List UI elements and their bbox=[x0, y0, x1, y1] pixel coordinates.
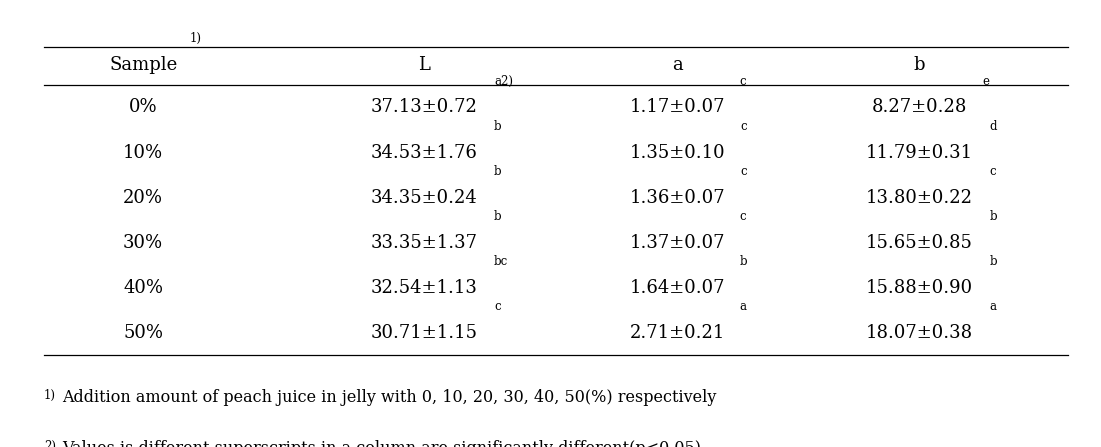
Text: 1.17±0.07: 1.17±0.07 bbox=[630, 98, 724, 117]
Text: b: b bbox=[914, 56, 925, 74]
Text: 13.80±0.22: 13.80±0.22 bbox=[865, 189, 973, 207]
Text: Sample: Sample bbox=[109, 56, 177, 74]
Text: c: c bbox=[740, 75, 746, 88]
Text: 30%: 30% bbox=[123, 234, 163, 252]
Text: 30.71±1.15: 30.71±1.15 bbox=[370, 324, 478, 342]
Text: 1): 1) bbox=[189, 32, 201, 45]
Text: Addition amount of peach juice in jelly with 0, 10, 20, 30, 40, 50(%) respective: Addition amount of peach juice in jelly … bbox=[62, 389, 716, 406]
Text: b: b bbox=[494, 210, 502, 223]
Text: 40%: 40% bbox=[123, 279, 163, 297]
Text: 15.65±0.85: 15.65±0.85 bbox=[865, 234, 973, 252]
Text: b: b bbox=[990, 210, 998, 223]
Text: 37.13±0.72: 37.13±0.72 bbox=[370, 98, 478, 117]
Text: 1.35±0.10: 1.35±0.10 bbox=[630, 143, 724, 161]
Text: 18.07±0.38: 18.07±0.38 bbox=[865, 324, 973, 342]
Text: 50%: 50% bbox=[123, 324, 163, 342]
Text: 33.35±1.37: 33.35±1.37 bbox=[370, 234, 478, 252]
Text: 11.79±0.31: 11.79±0.31 bbox=[865, 143, 973, 161]
Text: 32.54±1.13: 32.54±1.13 bbox=[370, 279, 478, 297]
Text: bc: bc bbox=[494, 255, 509, 268]
Text: 10%: 10% bbox=[123, 143, 163, 161]
Text: e: e bbox=[982, 75, 989, 88]
Text: c: c bbox=[740, 120, 746, 133]
Text: 20%: 20% bbox=[123, 189, 163, 207]
Text: d: d bbox=[990, 120, 998, 133]
Text: b: b bbox=[740, 255, 748, 268]
Text: 1.64±0.07: 1.64±0.07 bbox=[630, 279, 724, 297]
Text: c: c bbox=[740, 165, 746, 178]
Text: 1): 1) bbox=[44, 389, 56, 402]
Text: Values is different superscripts in a column are significantly different(p<0.05): Values is different superscripts in a co… bbox=[62, 440, 706, 447]
Text: a: a bbox=[672, 56, 683, 74]
Text: 8.27±0.28: 8.27±0.28 bbox=[872, 98, 967, 117]
Text: c: c bbox=[494, 300, 501, 313]
Text: a: a bbox=[740, 300, 746, 313]
Text: a: a bbox=[990, 300, 996, 313]
Text: a2): a2) bbox=[494, 75, 513, 88]
Text: b: b bbox=[494, 165, 501, 178]
Text: c: c bbox=[740, 210, 746, 223]
Text: 1.37±0.07: 1.37±0.07 bbox=[630, 234, 724, 252]
Text: L: L bbox=[418, 56, 429, 74]
Text: 2): 2) bbox=[44, 440, 56, 447]
Text: 15.88±0.90: 15.88±0.90 bbox=[865, 279, 973, 297]
Text: 34.53±1.76: 34.53±1.76 bbox=[370, 143, 478, 161]
Text: 34.35±0.24: 34.35±0.24 bbox=[371, 189, 477, 207]
Text: c: c bbox=[990, 165, 996, 178]
Text: 1.36±0.07: 1.36±0.07 bbox=[630, 189, 724, 207]
Text: 2.71±0.21: 2.71±0.21 bbox=[630, 324, 724, 342]
Text: 0%: 0% bbox=[129, 98, 157, 117]
Text: b: b bbox=[494, 120, 502, 133]
Text: b: b bbox=[990, 255, 998, 268]
